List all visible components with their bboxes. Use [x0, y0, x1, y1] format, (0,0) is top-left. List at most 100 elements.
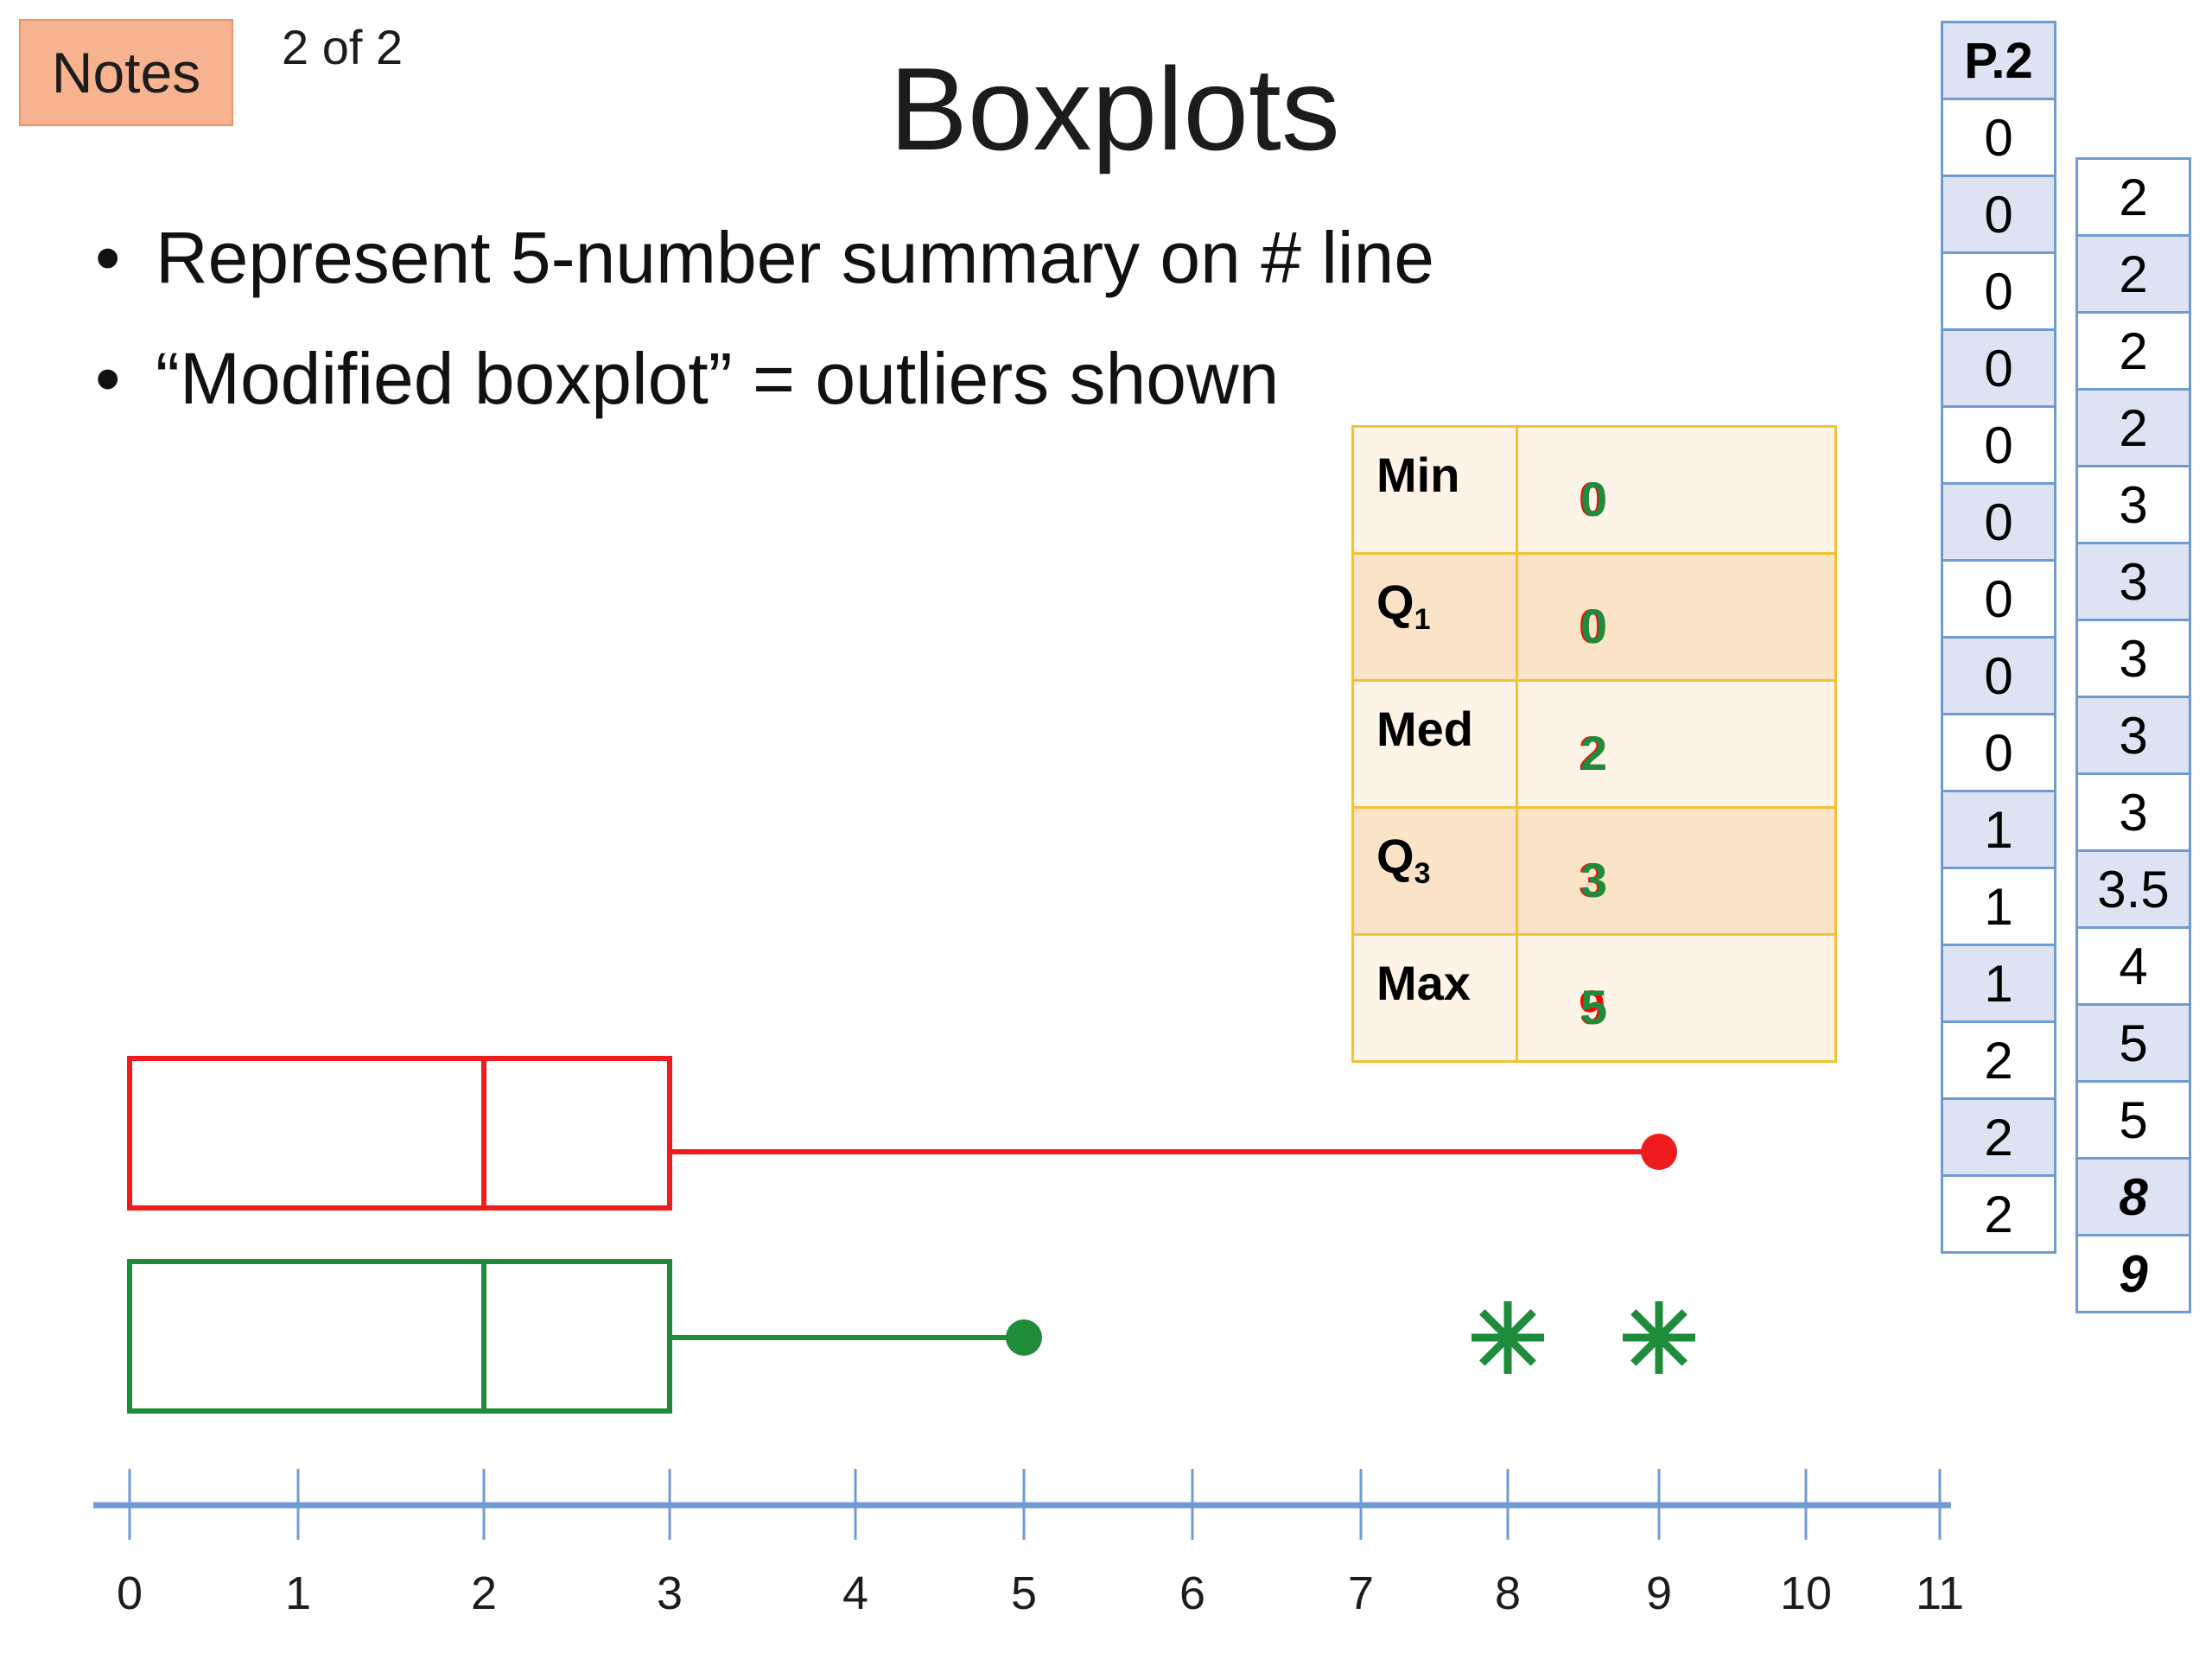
data-cell: 3 — [2075, 696, 2191, 775]
data-row: 3 — [2075, 696, 2191, 775]
summary-label-subscript: 1 — [1414, 603, 1431, 637]
data-row: 3 — [2075, 542, 2191, 621]
red-value: 2 — [1579, 726, 1606, 780]
bullet-item: • “Modified boxplot” = outliers shown — [95, 318, 1434, 439]
data-row: 1 — [1941, 867, 2056, 946]
outlier-asterisk-icon — [1623, 1301, 1695, 1374]
summary-label-text: Q — [1376, 575, 1414, 629]
summary-label: Min — [1351, 425, 1518, 555]
data-row: 5 — [2075, 1003, 2191, 1083]
data-cell: 1 — [1941, 867, 2056, 946]
data-cell: 0 — [1941, 328, 2056, 408]
summary-label-subscript: 3 — [1414, 857, 1431, 891]
boxplot-box — [127, 1056, 672, 1211]
data-cell: 2 — [2075, 157, 2191, 237]
page-counter: 2 of 2 — [282, 20, 404, 74]
summary-label: Q1 — [1351, 552, 1518, 682]
data-row: 2 — [1941, 1174, 2056, 1254]
red-value: 9 — [1579, 980, 1606, 1034]
summary-label: Med — [1351, 679, 1518, 809]
data-row: 2 — [2075, 311, 2191, 391]
notes-badge: Notes — [19, 19, 233, 126]
axis-tick-label: 0 — [117, 1567, 143, 1619]
data-row: 0 — [1941, 175, 2056, 254]
data-row: 2 — [1941, 1020, 2056, 1100]
data-cell: 0 — [1941, 482, 2056, 562]
data-row: 3.5 — [2075, 849, 2191, 929]
data-column-header-row: P.2 — [1941, 21, 2056, 100]
axis-tick-label: 2 — [471, 1567, 497, 1619]
red-value: 0 — [1579, 472, 1606, 526]
bullet-list: • Represent 5-number summary on # line • “… — [95, 197, 1434, 439]
summary-row-q3: Q3 3 3 — [1351, 806, 1837, 936]
data-cell: 3 — [2075, 772, 2191, 852]
summary-label: Q3 — [1351, 806, 1518, 936]
data-row: 0 — [1941, 405, 2056, 485]
data-row: 0 — [1941, 636, 2056, 715]
data-cell: 0 — [1941, 636, 2056, 715]
axis-tick-label: 5 — [1011, 1567, 1037, 1619]
data-cell: 2 — [1941, 1174, 2056, 1254]
axis-tick-label: 3 — [657, 1567, 683, 1619]
data-cell: 0 — [1941, 251, 2056, 331]
data-cell: 2 — [1941, 1097, 2056, 1177]
data-cell: 9 — [2075, 1234, 2191, 1313]
data-row: 5 — [2075, 1080, 2191, 1160]
data-cell: 2 — [2075, 388, 2191, 467]
summary-label-text: Max — [1376, 956, 1471, 1010]
data-cell: 0 — [1941, 559, 2056, 639]
data-cell: 2 — [1941, 1020, 2056, 1100]
data-row: 2 — [2075, 157, 2191, 237]
bullet-dot-icon: • — [95, 217, 121, 298]
bullet-item: • Represent 5-number summary on # line — [95, 197, 1434, 318]
data-row: 0 — [1941, 713, 2056, 792]
data-cell: 0 — [1941, 98, 2056, 177]
data-row: 3 — [2075, 465, 2191, 544]
data-cell: 2 — [2075, 234, 2191, 314]
data-cell: 2 — [2075, 311, 2191, 391]
data-column-second: 2 2 2 2 3 3 3 3 3 3.5 4 5 5 8 9 — [2075, 157, 2191, 1313]
data-row: 9 — [2075, 1234, 2191, 1313]
data-cell: 3 — [2075, 542, 2191, 621]
data-cell: 0 — [1941, 713, 2056, 792]
red-value: 3 — [1579, 853, 1606, 907]
data-row: 3 — [2075, 619, 2191, 698]
green-value: 2 — [1580, 726, 1608, 780]
data-row: 0 — [1941, 251, 2056, 331]
summary-label: Max — [1351, 933, 1518, 1063]
data-cell: 8 — [2075, 1157, 2191, 1236]
data-row: 1 — [1941, 944, 2056, 1023]
bullet-text: Represent 5-number summary on # line — [156, 217, 1435, 298]
slide-title: Boxplots — [889, 43, 1340, 175]
summary-label-text: Q — [1376, 829, 1414, 883]
data-cell: 1 — [1941, 790, 2056, 869]
data-row: 2 — [1941, 1097, 2056, 1177]
summary-label-text: Min — [1376, 448, 1460, 502]
green-value: 5 — [1580, 980, 1608, 1034]
axis-tick-label: 9 — [1646, 1567, 1672, 1619]
green-value: 0 — [1580, 472, 1608, 526]
data-cell: 0 — [1941, 175, 2056, 254]
data-row: 8 — [2075, 1157, 2191, 1236]
outlier-asterisk-icon — [1471, 1301, 1544, 1374]
boxplot-box — [127, 1259, 672, 1414]
data-row: 0 — [1941, 482, 2056, 562]
data-cell: 3.5 — [2075, 849, 2191, 929]
data-row: 2 — [2075, 388, 2191, 467]
bullet-dot-icon: • — [95, 338, 121, 419]
data-cell: 5 — [2075, 1080, 2191, 1160]
data-row: 1 — [1941, 790, 2056, 869]
axis-tick-label: 6 — [1179, 1567, 1205, 1619]
data-cell: 1 — [1941, 944, 2056, 1023]
axis-tick-label: 8 — [1495, 1567, 1521, 1619]
